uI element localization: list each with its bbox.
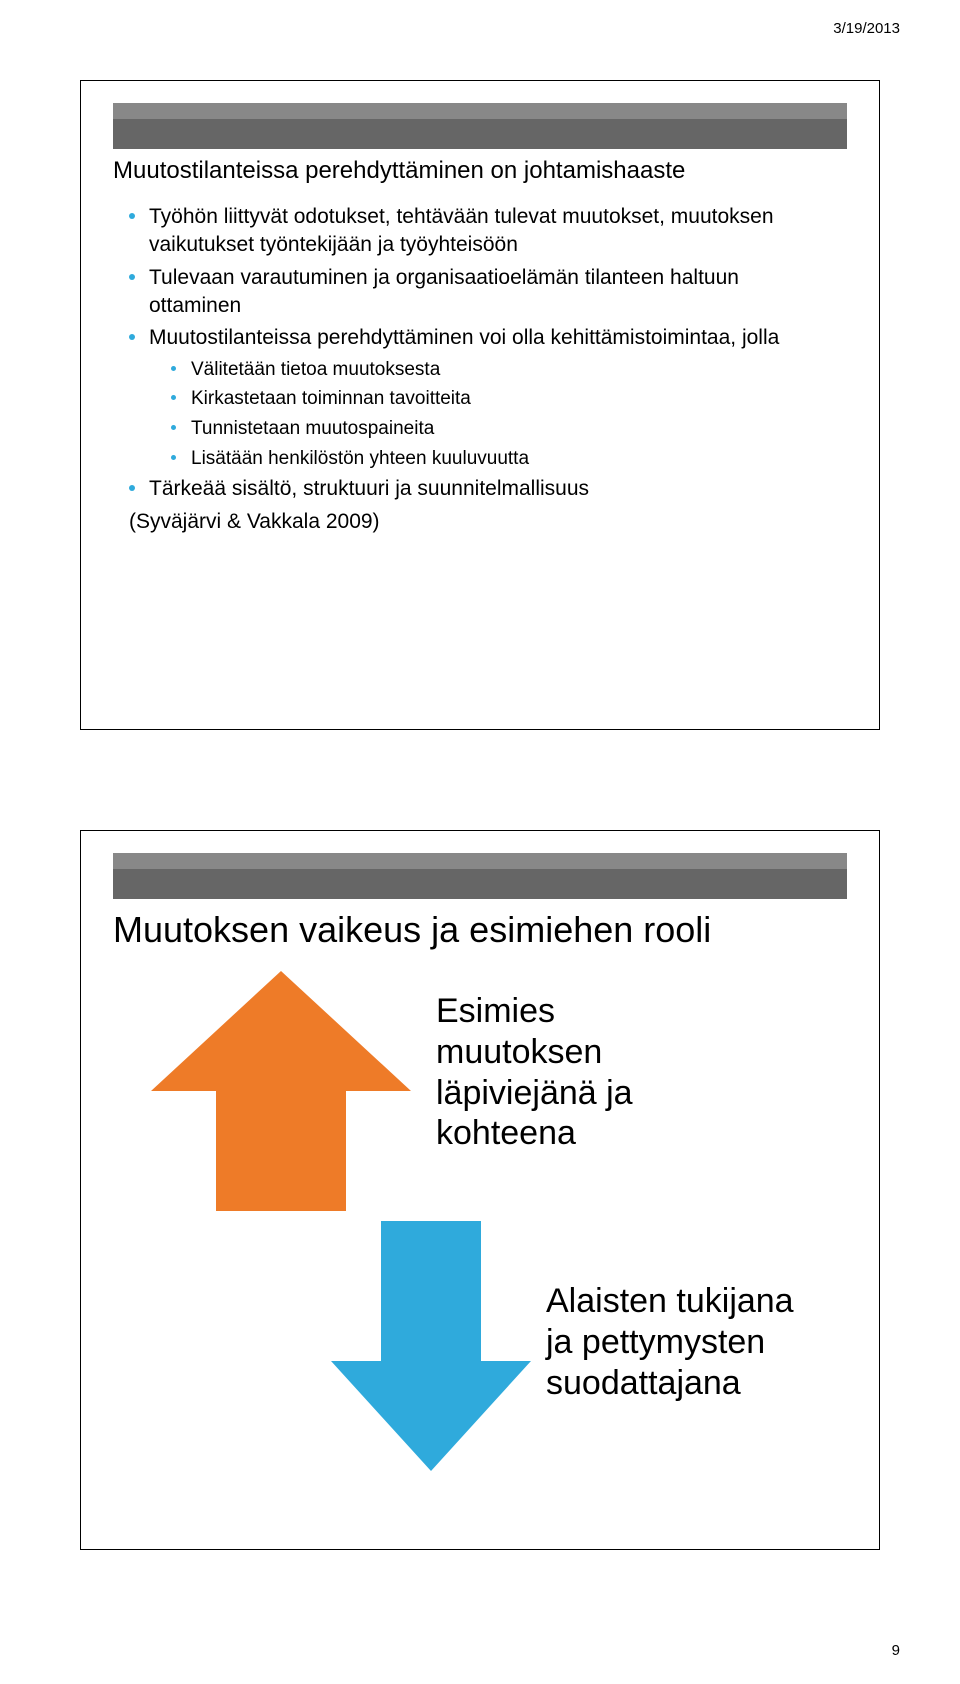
arrow-down-icon: [331, 1221, 531, 1471]
list-item: Kirkastetaan toiminnan tavoitteita: [171, 386, 831, 412]
arrow-up-icon: [151, 971, 411, 1231]
label-line: läpiviejänä ja: [436, 1074, 633, 1112]
page-date: 3/19/2013: [833, 20, 900, 37]
slide-2: Muutoksen vaikeus ja esimiehen rooli Esi…: [80, 830, 880, 1550]
arrow-down-label: Alaisten tukijana ja pettymysten suodatt…: [546, 1281, 794, 1403]
label-line: Esimies: [436, 992, 555, 1030]
slide-banner: [113, 853, 847, 899]
arrow-diagram: Esimies muutoksen läpiviejänä ja kohteen…: [141, 971, 819, 1491]
label-line: ja pettymysten: [546, 1323, 765, 1361]
label-line: Alaisten tukijana: [546, 1282, 794, 1320]
slide-banner-bottom: [113, 869, 847, 899]
list-item: Välitetään tietoa muutoksesta: [171, 357, 831, 383]
citation: (Syväjärvi & Vakkala 2009): [129, 508, 831, 536]
slide-banner: [113, 103, 847, 149]
list-item: Tunnistetaan muutospaineita: [171, 416, 831, 442]
list-item: Työhön liittyvät odotukset, tehtävään tu…: [129, 203, 831, 260]
label-line: kohteena: [436, 1114, 576, 1152]
arrow-up-label: Esimies muutoksen läpiviejänä ja kohteen…: [436, 991, 633, 1154]
bullet-list: Työhön liittyvät odotukset, tehtävään tu…: [129, 203, 831, 536]
label-line: muutoksen: [436, 1033, 602, 1071]
slide-title: Muutostilanteissa perehdyttäminen on joh…: [113, 157, 847, 185]
list-item-text: Muutostilanteissa perehdyttäminen voi ol…: [149, 326, 779, 349]
slide-1: Muutostilanteissa perehdyttäminen on joh…: [80, 80, 880, 730]
page-number: 9: [892, 1642, 900, 1659]
label-line: suodattajana: [546, 1364, 741, 1402]
list-item: Tulevaan varautuminen ja organisaatioelä…: [129, 264, 831, 321]
list-item: Tärkeää sisältö, struktuuri ja suunnitel…: [129, 475, 831, 503]
slide-title: Muutoksen vaikeus ja esimiehen rooli: [113, 909, 847, 951]
list-item: Lisätään henkilöstön yhteen kuuluvuutta: [171, 446, 831, 472]
list-item: Muutostilanteissa perehdyttäminen voi ol…: [129, 324, 831, 471]
slide-banner-bottom: [113, 119, 847, 149]
